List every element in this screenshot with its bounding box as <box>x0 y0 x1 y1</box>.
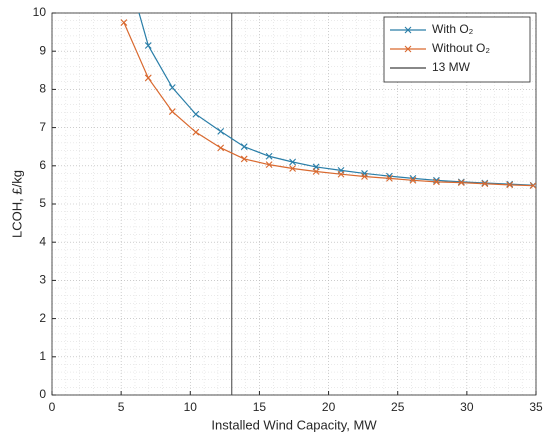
y-tick-label: 5 <box>39 196 46 210</box>
data-point <box>192 128 200 136</box>
legend-marker <box>404 26 412 34</box>
data-point <box>120 19 128 26</box>
data-point <box>240 155 248 163</box>
y-tick-label: 7 <box>39 120 46 134</box>
x-axis-label: Installed Wind Capacity, MW <box>211 417 377 432</box>
x-tick-label: 25 <box>391 400 405 414</box>
data-point <box>217 128 225 135</box>
x-tick-label: 10 <box>184 400 198 414</box>
legend-label: With O₂ <box>432 22 474 36</box>
data-point <box>168 108 176 115</box>
axes-box <box>51 12 537 396</box>
x-tick-label: 20 <box>322 400 336 414</box>
x-tick-label: 35 <box>529 400 543 414</box>
y-tick-label: 0 <box>39 387 46 401</box>
data-point <box>192 110 200 118</box>
series-line <box>123 22 534 187</box>
data-point <box>168 84 176 91</box>
y-tick-label: 4 <box>39 234 46 248</box>
data-point <box>289 158 297 166</box>
x-tick-label: 5 <box>118 400 125 414</box>
data-point <box>361 170 368 177</box>
y-axis-label: LCOH, £/kg <box>9 170 24 238</box>
data-point <box>240 143 248 151</box>
data-point <box>289 165 297 172</box>
data-point <box>144 42 152 49</box>
y-tick-label: 9 <box>39 43 46 57</box>
data-point <box>481 180 489 188</box>
plot-content <box>120 13 536 395</box>
legend-label: 13 MW <box>432 60 471 74</box>
y-tick-label: 6 <box>39 158 46 172</box>
x-tick-label: 0 <box>49 400 56 414</box>
data-point <box>265 161 273 169</box>
data-point <box>312 168 320 175</box>
data-point <box>144 74 152 82</box>
x-tick-label: 30 <box>460 400 474 414</box>
data-point <box>337 170 345 178</box>
y-tick-label: 8 <box>39 82 46 96</box>
data-point <box>457 179 465 186</box>
y-tick-label: 10 <box>33 5 47 19</box>
data-point <box>409 176 417 184</box>
legend: With O₂ Without O₂ 13 MW <box>383 16 531 83</box>
data-point <box>217 144 225 152</box>
data-point <box>361 173 368 180</box>
legend-marker <box>404 45 412 53</box>
data-point <box>506 181 514 189</box>
data-point <box>529 182 536 190</box>
series-line <box>138 13 534 186</box>
y-tick-label: 3 <box>39 273 46 287</box>
data-point <box>433 178 440 186</box>
x-tick-label: 15 <box>253 400 267 414</box>
data-point <box>386 175 393 182</box>
y-tick-label: 1 <box>39 349 46 363</box>
legend-label: Without O₂ <box>432 41 490 55</box>
data-point <box>265 152 273 160</box>
y-tick-label: 2 <box>39 311 46 325</box>
